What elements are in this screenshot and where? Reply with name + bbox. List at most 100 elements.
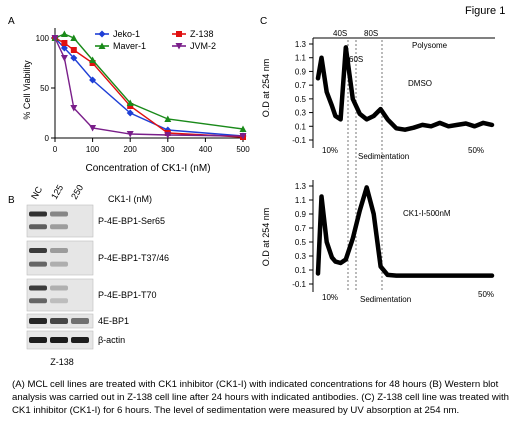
panel-c-bottom-y-ticks: 1.3 1.1 0.9 0.7 0.5 0.3 0.1 -0.1 <box>292 182 313 289</box>
data-point-jvm-2 <box>164 132 172 139</box>
peak-60s-label: 60S <box>349 55 363 64</box>
panel-c-y-tick-label: -0.1 <box>292 136 306 145</box>
panel-a: A % Cell Viability 0 50 100 0 100 200 300 400 5… <box>8 16 250 174</box>
panel-a-y-tick-label: 0 <box>45 134 50 143</box>
blot-band <box>50 318 68 324</box>
lane-label: 250 <box>69 183 85 201</box>
blot-band <box>29 248 47 254</box>
panel-c: C O.D at 254 nm 1.3 1.1 0.9 0.7 0.5 0.3 0.1 -0.… <box>260 16 495 304</box>
panel-c-y-tick-label: 0.3 <box>295 252 307 261</box>
blot-band <box>50 337 68 343</box>
panel-c-label: C <box>260 16 267 27</box>
blot-band <box>50 248 68 254</box>
polysome-label: Polysome <box>412 41 448 50</box>
data-point-maver-1 <box>89 56 97 63</box>
legend-swatch-marker <box>98 42 106 49</box>
panel-b-blots: P-4E-BP1-Ser65 P-4E-BP1-T37/46 P-4E-BP1-T7… <box>26 204 169 350</box>
data-point-z-138 <box>70 47 77 53</box>
panel-c-top-xstart: 10% <box>322 146 338 155</box>
series-jvm-2 <box>51 35 247 140</box>
panel-a-y-ticks: 0 50 100 <box>36 34 55 143</box>
legend-item-jvm-2: JVM-2 <box>172 41 216 51</box>
panel-c-y-tick-label: 0.5 <box>295 95 307 104</box>
panel-c-top-ylabel: O.D at 254 nm <box>261 59 271 118</box>
panel-a-x-tick-label: 0 <box>53 145 58 154</box>
blot-row-label: P-4E-BP1-T37/46 <box>98 253 169 263</box>
data-point-maver-1 <box>70 34 78 41</box>
lane-label: 125 <box>49 183 65 201</box>
peak-80s-label: 80S <box>364 29 378 38</box>
panel-c-bottom-plot: O.D at 254 nm 1.31.10.90.70.50.30.1-0.1 … <box>261 180 495 304</box>
panel-c-top-xlabel: Sedimentation <box>358 152 409 161</box>
panel-c-y-tick-label: -0.1 <box>292 280 306 289</box>
legend-item-maver-1: Maver-1 <box>95 41 146 51</box>
series-z-138 <box>52 35 246 140</box>
blot-row-label: 4E-BP1 <box>98 316 129 326</box>
panel-a-x-ticks: 0 100 200 300 400 500 <box>53 138 250 154</box>
data-point-jvm-2 <box>70 105 78 112</box>
data-point-jvm-2 <box>239 133 247 140</box>
panel-c-y-tick-label: 0.9 <box>295 67 307 76</box>
panel-c-bottom-xend: 50% <box>478 290 494 299</box>
legend-item-jeko-1: Jeko-1 <box>95 29 140 39</box>
condition-dmso-label: DMSO <box>408 79 432 88</box>
panel-a-x-tick-label: 200 <box>124 145 138 154</box>
panel-a-label: A <box>8 16 15 27</box>
data-point-jeko-1 <box>60 44 68 52</box>
data-point-jvm-2 <box>51 35 59 42</box>
blot-row-2: P-4E-BP1-T37/46 <box>26 240 169 276</box>
data-point-jeko-1 <box>70 54 78 62</box>
data-point-jeko-1 <box>89 76 97 84</box>
blot-band <box>29 261 47 267</box>
series-maver-1 <box>51 30 247 132</box>
blot-band <box>29 224 47 230</box>
panel-a-xlabel: Concentration of CK1-I (nM) <box>85 163 210 174</box>
panel-b-label: B <box>8 195 15 206</box>
figure-label: Figure 1 <box>465 5 505 17</box>
blot-membrane <box>26 278 94 312</box>
blot-row-label: β-actin <box>98 335 125 345</box>
panel-c-bottom-ylabel: O.D at 254 nm <box>261 208 271 267</box>
blot-band <box>50 261 68 267</box>
panel-c-y-tick-label: 1.3 <box>295 182 307 191</box>
data-point-jvm-2 <box>89 125 97 132</box>
data-point-maver-1 <box>239 125 247 132</box>
panel-a-ylabel: % Cell Viability <box>22 60 32 120</box>
blot-band <box>29 298 47 304</box>
dmso-profile-trace <box>315 45 495 132</box>
panel-a-x-tick-label: 100 <box>86 145 100 154</box>
blot-band <box>50 224 68 230</box>
panel-c-y-tick-label: 1.1 <box>295 54 307 63</box>
data-point-jeko-1 <box>126 109 134 117</box>
data-point-z-138 <box>61 40 68 46</box>
blot-band <box>50 285 68 291</box>
legend-swatch-marker <box>176 31 182 37</box>
figure-caption: (A) MCL cell lines are treated with CK1 … <box>12 379 509 416</box>
legend-swatch-marker <box>175 43 183 50</box>
ck1i-profile-trace <box>315 185 495 278</box>
blot-membrane <box>26 240 94 276</box>
blot-band <box>29 337 47 343</box>
panel-b-lane-labels: NC 125 250 <box>29 183 85 201</box>
panel-c-bottom-xstart: 10% <box>322 293 338 302</box>
series-line-jeko-1 <box>54 37 244 137</box>
panel-a-x-tick-label: 300 <box>161 145 175 154</box>
panel-b: B NC 125 250 CK1-I (nM) P-4E-BP1-Ser65P-4E… <box>8 183 169 367</box>
legend-label: JVM-2 <box>190 41 216 51</box>
panel-a-x-tick-label: 400 <box>199 145 213 154</box>
legend-item-z-138: Z-138 <box>172 29 214 39</box>
blot-row-label: P-4E-BP1-Ser65 <box>98 216 165 226</box>
panel-c-top-y-ticks: 1.3 1.1 0.9 0.7 0.5 0.3 0.1 -0.1 <box>292 40 313 145</box>
panel-c-y-tick-label: 0.7 <box>295 224 307 233</box>
condition-ck1i-label: CK1-I-500nM <box>403 209 451 218</box>
legend-label: Jeko-1 <box>113 29 140 39</box>
blot-row-label: P-4E-BP1-T70 <box>98 290 157 300</box>
data-point-maver-1 <box>126 99 134 106</box>
panel-c-y-tick-label: 0.1 <box>295 266 307 275</box>
panel-c-y-tick-label: 0.5 <box>295 238 307 247</box>
panel-c-y-tick-label: 0.9 <box>295 210 307 219</box>
legend-swatch-marker <box>98 30 106 38</box>
panel-c-y-tick-label: 0.7 <box>295 81 307 90</box>
blot-band <box>50 298 68 304</box>
